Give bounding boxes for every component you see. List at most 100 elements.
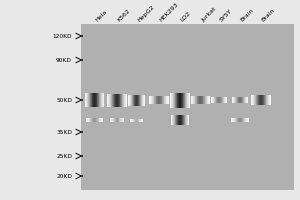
Bar xyxy=(211,97,212,103)
Text: 25KD: 25KD xyxy=(56,154,72,158)
Bar xyxy=(178,92,179,108)
Bar xyxy=(233,97,234,103)
Bar xyxy=(180,115,181,125)
Bar xyxy=(163,96,164,104)
Bar xyxy=(151,96,152,104)
Bar xyxy=(203,96,204,104)
Bar xyxy=(262,95,263,105)
Bar xyxy=(187,92,188,108)
Bar xyxy=(232,118,233,122)
Bar xyxy=(126,94,127,106)
Bar xyxy=(154,96,155,104)
Bar xyxy=(189,92,190,108)
Bar xyxy=(161,96,162,104)
Bar xyxy=(99,118,100,122)
Bar xyxy=(109,94,110,106)
Text: 120KD: 120KD xyxy=(52,33,72,38)
Bar xyxy=(195,96,196,104)
Bar xyxy=(89,93,90,107)
Bar xyxy=(226,97,227,103)
Bar xyxy=(219,97,220,103)
Bar xyxy=(172,92,173,108)
Bar xyxy=(90,93,91,107)
Bar xyxy=(191,96,192,104)
Bar xyxy=(181,92,182,108)
Bar xyxy=(100,118,101,122)
Bar xyxy=(162,96,163,104)
Bar xyxy=(237,118,238,122)
Bar xyxy=(142,95,143,106)
Bar xyxy=(244,118,245,122)
Text: K562: K562 xyxy=(117,8,132,23)
Bar xyxy=(171,92,172,108)
Bar xyxy=(248,118,249,122)
Bar xyxy=(239,97,240,103)
Bar xyxy=(244,97,245,103)
Bar xyxy=(110,94,111,106)
Bar xyxy=(232,97,233,103)
Bar xyxy=(184,115,185,125)
Bar xyxy=(240,97,241,103)
Bar xyxy=(173,92,174,108)
Bar xyxy=(91,93,92,107)
Text: Hela: Hela xyxy=(94,9,108,23)
Bar xyxy=(216,97,217,103)
Bar xyxy=(91,118,92,122)
Bar xyxy=(202,96,203,104)
Bar xyxy=(253,95,254,105)
Bar xyxy=(222,97,223,103)
Bar xyxy=(95,93,96,107)
Bar xyxy=(247,118,248,122)
Text: HepG2: HepG2 xyxy=(136,4,155,23)
Bar xyxy=(179,92,180,108)
Bar xyxy=(116,94,117,106)
Bar xyxy=(255,95,256,105)
Bar xyxy=(251,95,252,105)
Bar xyxy=(215,97,216,103)
Bar xyxy=(207,96,208,104)
Bar xyxy=(103,93,104,107)
Bar xyxy=(221,97,222,103)
Bar xyxy=(159,96,160,104)
Bar xyxy=(225,97,226,103)
Bar xyxy=(234,97,235,103)
Bar xyxy=(182,92,183,108)
Bar xyxy=(182,115,183,125)
Text: Brain: Brain xyxy=(261,8,276,23)
Bar xyxy=(268,95,269,105)
Bar xyxy=(94,118,95,122)
Bar xyxy=(156,96,157,104)
Bar xyxy=(125,94,126,106)
Bar xyxy=(94,93,95,107)
Bar xyxy=(233,118,234,122)
Bar xyxy=(176,92,177,108)
Bar xyxy=(186,115,187,125)
Bar xyxy=(259,95,260,105)
Bar xyxy=(98,118,99,122)
Bar xyxy=(155,96,156,104)
Text: 35KD: 35KD xyxy=(56,130,72,134)
Bar xyxy=(254,95,255,105)
Bar xyxy=(98,93,99,107)
Bar xyxy=(143,95,144,106)
Bar xyxy=(97,93,98,107)
Bar xyxy=(214,97,215,103)
Text: 90KD: 90KD xyxy=(56,58,72,62)
Bar xyxy=(243,97,244,103)
Bar xyxy=(185,115,186,125)
Bar xyxy=(192,96,193,104)
Bar xyxy=(183,115,184,125)
Bar xyxy=(180,92,181,108)
Bar xyxy=(175,115,176,125)
Bar xyxy=(246,97,247,103)
Bar xyxy=(238,118,239,122)
Bar xyxy=(89,118,90,122)
Bar xyxy=(174,115,175,125)
Bar xyxy=(119,94,120,106)
Bar xyxy=(238,97,239,103)
Bar xyxy=(101,93,102,107)
Bar xyxy=(260,95,261,105)
Bar xyxy=(96,118,97,122)
Bar xyxy=(187,115,188,125)
Bar xyxy=(208,96,209,104)
